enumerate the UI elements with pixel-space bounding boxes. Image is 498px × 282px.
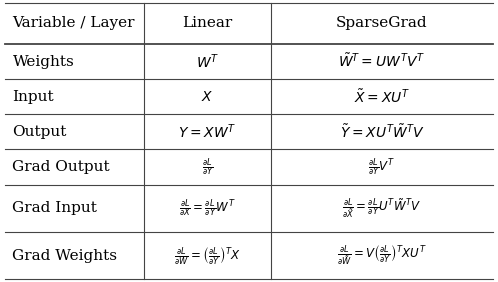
Text: Weights: Weights <box>12 55 74 69</box>
Text: $\frac{\partial L}{\partial W} = \left(\frac{\partial L}{\partial Y}\right)^T X$: $\frac{\partial L}{\partial W} = \left(\… <box>174 245 241 266</box>
Text: $W^T$: $W^T$ <box>196 52 219 71</box>
Text: Linear: Linear <box>182 16 233 30</box>
Text: $Y = XW^T$: $Y = XW^T$ <box>178 123 237 141</box>
Text: Variable / Layer: Variable / Layer <box>12 16 135 30</box>
Text: $\tilde{W}^T = UW^TV^T$: $\tilde{W}^T = UW^TV^T$ <box>338 53 426 70</box>
Text: $\frac{\partial L}{\partial Y}V^T$: $\frac{\partial L}{\partial Y}V^T$ <box>369 156 395 178</box>
Text: $\frac{\partial L}{\partial \tilde{W}} = V\left(\frac{\partial L}{\partial Y}\ri: $\frac{\partial L}{\partial \tilde{W}} =… <box>337 244 427 267</box>
Text: $\tilde{Y} = XU^T\tilde{W}^TV$: $\tilde{Y} = XU^T\tilde{W}^TV$ <box>340 123 424 141</box>
Text: $\frac{\partial L}{\partial Y}$: $\frac{\partial L}{\partial Y}$ <box>202 156 214 178</box>
Text: Grad Input: Grad Input <box>12 201 97 215</box>
Text: Grad Weights: Grad Weights <box>12 248 118 263</box>
Text: $X$: $X$ <box>201 90 214 104</box>
Text: Output: Output <box>12 125 67 139</box>
Text: Grad Output: Grad Output <box>12 160 110 174</box>
Text: SparseGrad: SparseGrad <box>336 16 428 30</box>
Text: $\tilde{X} = XU^T$: $\tilde{X} = XU^T$ <box>354 88 410 105</box>
Text: Input: Input <box>12 90 54 104</box>
Text: $\frac{\partial L}{\partial \tilde{X}} = \frac{\partial L}{\partial Y}U^T\tilde{: $\frac{\partial L}{\partial \tilde{X}} =… <box>343 197 422 220</box>
Text: $\frac{\partial L}{\partial X} = \frac{\partial L}{\partial Y}W^T$: $\frac{\partial L}{\partial X} = \frac{\… <box>179 197 236 219</box>
